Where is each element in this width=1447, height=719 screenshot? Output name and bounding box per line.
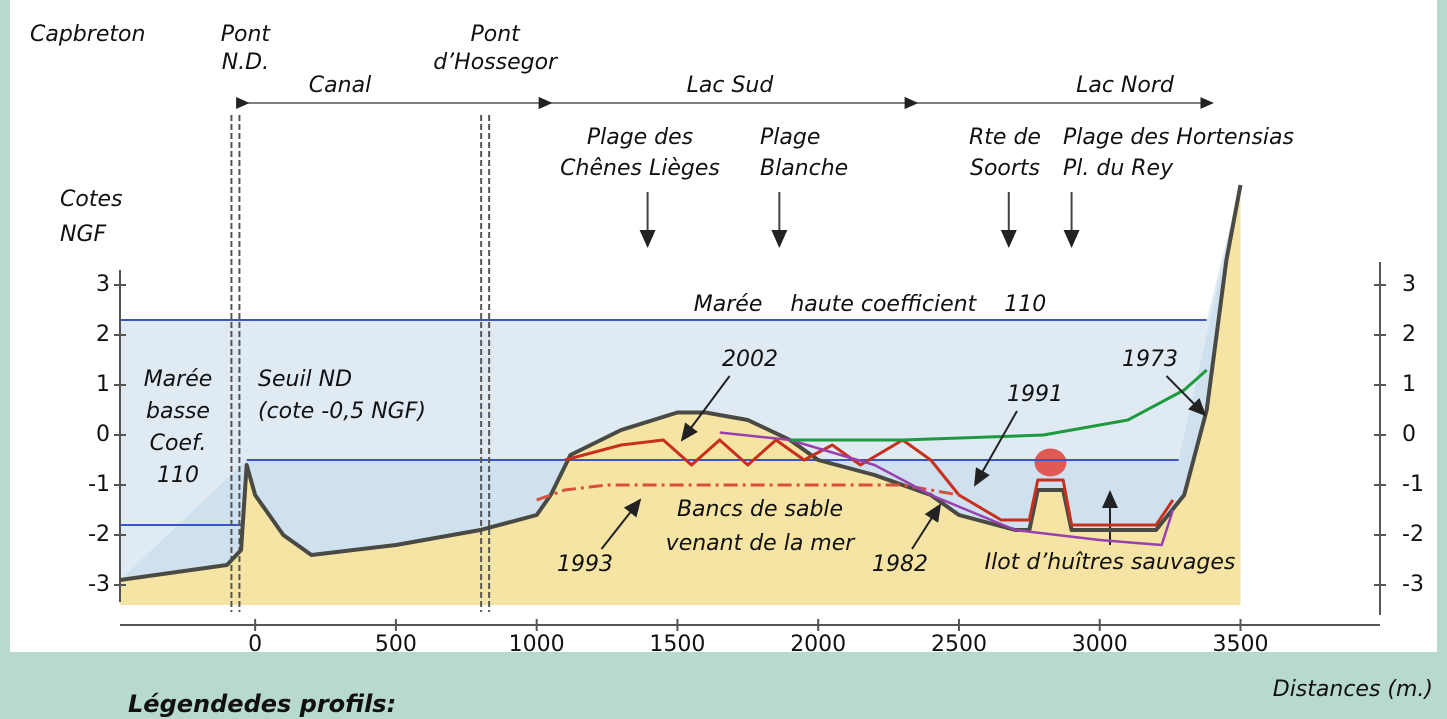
y-label: Cotes: [60, 187, 122, 212]
border-right: [1437, 0, 1447, 652]
x-tick-label: 1000: [509, 632, 565, 657]
series-label: 1991: [1007, 382, 1063, 407]
site-label: Rte de: [969, 125, 1041, 150]
annotation: Seuil ND: [258, 367, 352, 392]
site-label: Blanche: [760, 156, 848, 181]
y-tick-label: 0: [96, 422, 110, 447]
y-tick-label: -2: [1402, 522, 1424, 547]
legend-title: Légendedes profils:: [128, 690, 396, 718]
page: {"chart_data": { "type": "line", "title_…: [0, 0, 1447, 719]
y-tick-label: -1: [88, 472, 110, 497]
bridge-label: d’Hossegor: [433, 50, 559, 75]
x-tick-label: 1500: [649, 632, 705, 657]
site-label: Pl. du Rey: [1063, 156, 1174, 181]
site-label: Plage: [760, 125, 820, 150]
x-tick-label: 500: [375, 632, 417, 657]
x-label: Distances (m.): [1273, 677, 1433, 702]
y-tick-label: -1: [1402, 472, 1424, 497]
bridge-label: Pont: [470, 22, 521, 47]
x-tick-label: 2500: [931, 632, 987, 657]
site-label: Plage des: [587, 125, 693, 150]
series-label: 1982: [872, 552, 928, 577]
series-label: 1973: [1122, 347, 1178, 372]
site-label: Soorts: [970, 156, 1040, 181]
oyster-islet: [1034, 449, 1066, 477]
site-label: Plage des Hortensias: [1063, 125, 1294, 150]
y-tick-label: -3: [1402, 572, 1424, 597]
annotation: basse: [146, 399, 210, 424]
y-tick-label: 2: [1402, 322, 1416, 347]
annotation: Marée: [144, 367, 213, 392]
x-tick-label: 2000: [790, 632, 846, 657]
chart: Pont N.D. Pont d’Hossegor Canal Lac Sud Lac No…: [0, 0, 1447, 719]
title: Capbreton: [30, 22, 145, 47]
y-tick-label: 0: [1402, 422, 1416, 447]
zone-label: Lac Nord: [1076, 73, 1175, 98]
border-left: [0, 0, 10, 652]
zone-label: Lac Sud: [687, 73, 775, 98]
x-tick-label: 3500: [1212, 632, 1268, 657]
annotation: Coef.: [150, 431, 207, 456]
series-label: 2002: [722, 347, 778, 372]
y-tick-label: -2: [88, 522, 110, 547]
y-label: NGF: [60, 222, 107, 247]
zone-label: Canal: [309, 73, 371, 98]
y-tick-label: 3: [96, 272, 110, 297]
annotation: Ilot d’huîtres sauvages: [985, 550, 1236, 575]
y-tick-label: 2: [96, 322, 110, 347]
site-label: Chênes Lièges: [560, 156, 720, 181]
annotation: Bancs de sable: [677, 497, 843, 522]
y-tick-label: 1: [1402, 372, 1416, 397]
annotation: (cote -0,5 NGF): [258, 399, 426, 424]
y-tick-label: 3: [1402, 272, 1416, 297]
x-tick-label: 0: [248, 632, 262, 657]
y-tick-label: -3: [88, 572, 110, 597]
x-tick-label: 3000: [1072, 632, 1128, 657]
series-label: 1993: [557, 552, 613, 577]
y-tick-label: 1: [96, 372, 110, 397]
bridge-label: Pont: [221, 22, 272, 47]
annotation: Marée haute coefficient 110: [694, 292, 1046, 317]
annotation: venant de la mer: [666, 531, 857, 556]
bridge-label: N.D.: [222, 50, 269, 75]
annotation: 110: [157, 463, 199, 488]
